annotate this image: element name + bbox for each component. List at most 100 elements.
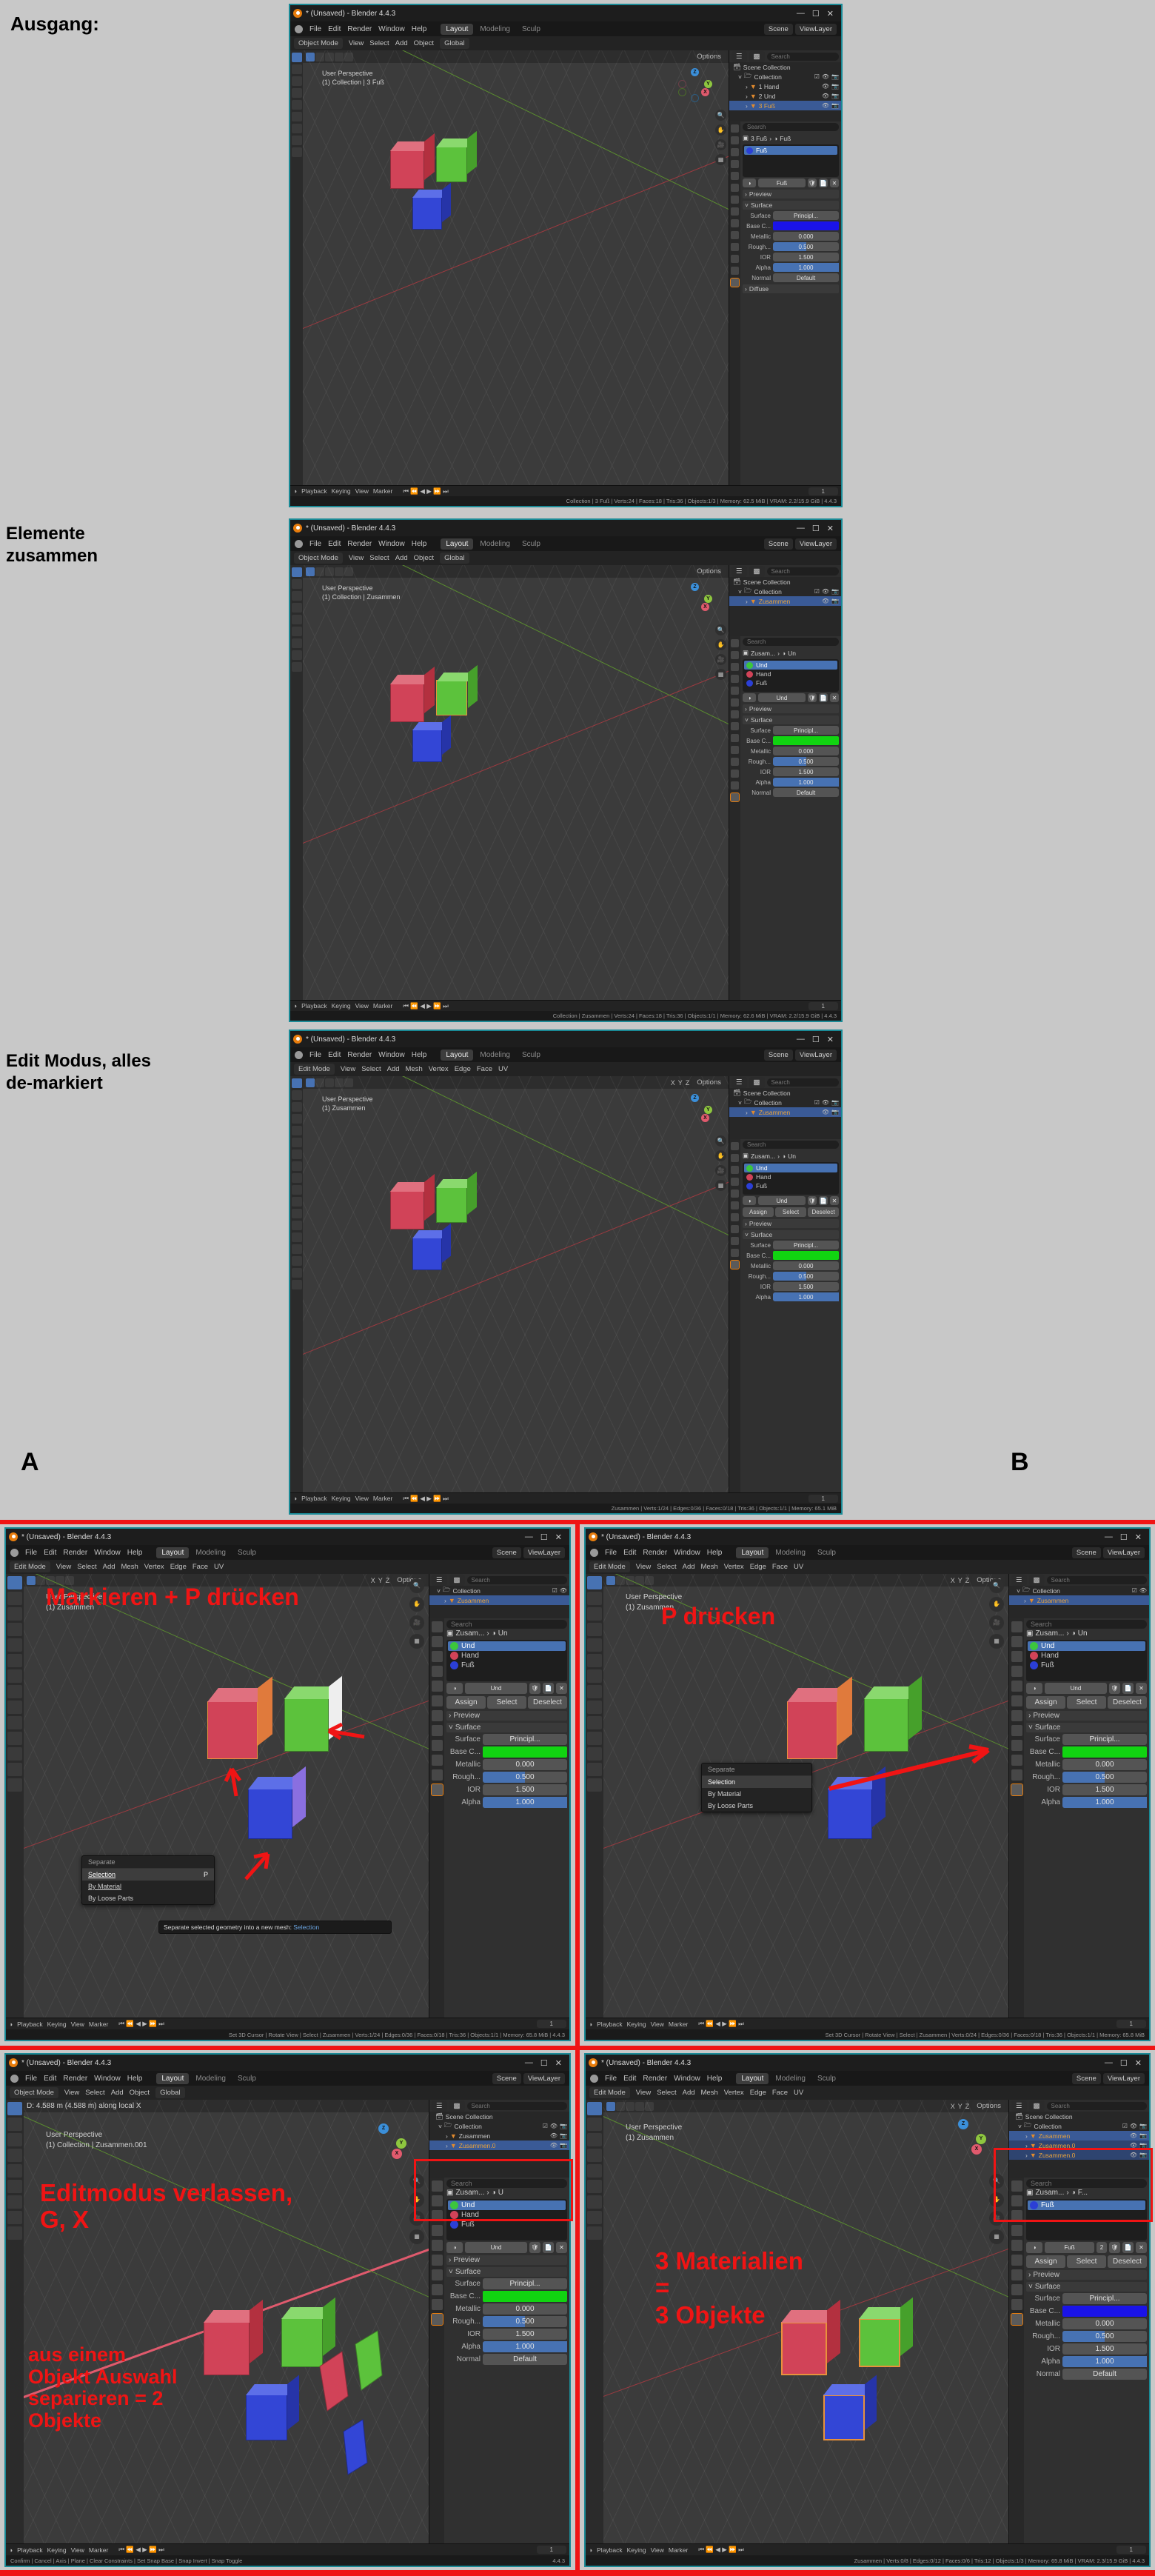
current-frame-field[interactable]: 1 [536, 2020, 566, 2028]
menu-mesh[interactable]: Mesh [121, 1563, 138, 1571]
menu-file[interactable]: File [25, 1548, 38, 1557]
surface-shader-value[interactable]: Principl... [483, 1734, 567, 1745]
tab-modifier-icon[interactable] [1011, 1740, 1022, 1751]
normal-row[interactable]: Normal Default [743, 273, 839, 282]
select-mode-extend-icon[interactable] [315, 52, 324, 61]
axis-x-toggle[interactable]: X [951, 2103, 955, 2110]
viewport-toolbar-1[interactable] [290, 50, 303, 488]
tab-modeling[interactable]: Modeling [480, 539, 510, 548]
outliner-header-b[interactable]: ☰ ▩ Search [1009, 1574, 1149, 1586]
tab-output-icon[interactable] [731, 1166, 739, 1174]
material-slot-list-1[interactable]: Fuß [743, 144, 839, 177]
roughness-value[interactable]: 0.500 [773, 757, 839, 766]
outliner-item-zusammen[interactable]: › ▼ Zusammen 👁 📷 [729, 1107, 841, 1117]
material-slot[interactable]: Fuß [744, 146, 837, 155]
pan-hand-icon[interactable]: ✋ [715, 1150, 726, 1161]
menu-vertex[interactable]: Vertex [723, 2089, 744, 2097]
outliner-display-mode-icon[interactable]: ☰ [1011, 1574, 1027, 1586]
tab-viewlayer-icon[interactable] [731, 1178, 739, 1186]
viewport-a[interactable]: X Y Z Options User Perspective (1) Zusam… [24, 1574, 429, 2022]
surface-shader-value[interactable]: Principl... [773, 211, 839, 220]
roughness-row[interactable]: Rough... 0.500 [743, 1272, 839, 1281]
eye-icon[interactable]: 👁 [821, 598, 830, 604]
tool-add-cube-icon[interactable] [291, 662, 302, 672]
tab-layout[interactable]: Layout [736, 2072, 769, 2084]
tab-world-icon[interactable] [1011, 2255, 1022, 2266]
base-color-swatch[interactable] [773, 1251, 839, 1260]
roughness-row[interactable]: Rough... 0.500 [446, 2316, 567, 2327]
timeline-playback-menu[interactable]: Playback [301, 1002, 327, 1010]
select-mode-set-icon[interactable] [606, 2101, 615, 2111]
surface-section-c[interactable]: ˅ Surface [446, 2267, 567, 2277]
material-browse-icon[interactable]: ◑ [446, 1683, 463, 1694]
viewport-options-button[interactable]: Options [692, 51, 726, 62]
gizmo-y-icon[interactable]: Y [704, 595, 712, 603]
gizmo-z-icon[interactable]: Z [691, 1094, 699, 1102]
alpha-row[interactable]: Alpha 1.000 [446, 1797, 567, 1808]
outliner-item-zusammen-0[interactable]: › ▼ Zusammen.0 👁 📷 [429, 2140, 569, 2150]
menu-face[interactable]: Face [476, 1065, 492, 1073]
preview-section-a[interactable]: › Preview [446, 1711, 567, 1721]
tool-rip-icon[interactable] [291, 1280, 302, 1289]
menu-view[interactable]: View [635, 2089, 652, 2097]
tab-layout[interactable]: Layout [156, 1546, 190, 1558]
outliner-collection[interactable]: ˅ 🗁 Collection ☑ 👁 📷 [729, 587, 841, 596]
render-camera-icon[interactable]: 📷 [831, 102, 839, 109]
timeline-view-menu[interactable]: View [355, 487, 369, 495]
roughness-value[interactable]: 0.500 [1062, 1772, 1147, 1783]
axis-x-toggle[interactable]: X [671, 1079, 675, 1087]
tool-move-icon[interactable] [587, 2133, 602, 2146]
outliner-header-a[interactable]: ☰ ▩ Search [429, 1574, 569, 1586]
mode-selector[interactable]: Edit Mode [589, 1561, 630, 1572]
metallic-value[interactable]: 0.000 [483, 2303, 567, 2315]
material-name-field[interactable]: Und [758, 1196, 806, 1205]
tab-world-icon[interactable] [431, 1695, 443, 1706]
tool-add-cube-icon[interactable] [7, 2226, 22, 2240]
tab-modifier-icon[interactable] [431, 1740, 443, 1751]
timeline-playback-menu[interactable]: Playback [597, 2546, 623, 2554]
assign-button[interactable]: Assign [743, 1207, 774, 1217]
tab-modeling[interactable]: Modeling [775, 2074, 806, 2083]
select-button[interactable]: Select [775, 1207, 806, 1217]
material-browse-icon[interactable]: ◑ [743, 178, 756, 187]
tool-extrude-icon[interactable] [291, 1173, 302, 1183]
mode-selector[interactable]: Edit Mode [589, 2087, 630, 2098]
outliner-header-c[interactable]: ☰ ▩ Search [429, 2100, 569, 2112]
tab-render-icon[interactable] [731, 1154, 739, 1162]
unlink-x-icon[interactable]: ✕ [556, 1683, 567, 1694]
timeline-playback-menu[interactable]: Playback [301, 1495, 327, 1502]
navigation-gizmo-3[interactable]: Z Y X [678, 1094, 712, 1128]
gizmo-x-icon[interactable]: X [701, 88, 709, 96]
normal-row[interactable]: Normal Default [1026, 2369, 1147, 2380]
metallic-row[interactable]: Metallic 0.000 [1026, 2318, 1147, 2329]
metallic-row[interactable]: Metallic 0.000 [743, 1261, 839, 1270]
duplicate-icon[interactable]: 📄 [543, 2242, 554, 2253]
tab-render-icon[interactable] [731, 136, 739, 144]
tool-move-icon[interactable] [291, 1102, 302, 1112]
menubar-b[interactable]: File Edit Render Window Help Layout Mode… [586, 1545, 1149, 1560]
menu-help[interactable]: Help [706, 1548, 723, 1557]
viewport-options-button[interactable]: Options [692, 1077, 726, 1088]
close-button[interactable]: ✕ [826, 1035, 834, 1044]
tab-viewlayer-icon[interactable] [431, 1666, 443, 1677]
normal-value[interactable]: Default [1062, 2369, 1147, 2380]
material-browse-icon[interactable]: ◑ [743, 693, 756, 702]
viewport-options-button[interactable]: Options [692, 566, 726, 577]
axis-y-toggle[interactable]: Y [958, 2103, 962, 2110]
tab-render-icon[interactable] [1011, 1636, 1022, 1647]
outliner-item-1-hand[interactable]: › ▼ 1 Hand 👁 📷 [729, 81, 841, 91]
tool-rotate-icon[interactable] [7, 1623, 22, 1636]
viewport-nav-tools-a[interactable]: 🔍 ✋ 🎥 ▦ [409, 1578, 424, 1649]
mode-selector[interactable]: Object Mode [294, 553, 343, 564]
outliner-collection[interactable]: ˅ 🗁 Collection ☑ 👁 📷 [1009, 2121, 1149, 2131]
toolrow-3[interactable]: Edit Mode View Select Add Mesh Vertex Ed… [290, 1062, 841, 1076]
render-camera-icon[interactable]: 📷 [1139, 2123, 1147, 2129]
menu-edit[interactable]: Edit [328, 24, 341, 33]
tab-tool-icon[interactable] [1011, 2180, 1022, 2192]
tool-spin-icon[interactable] [291, 1244, 302, 1254]
fake-user-shield-icon[interactable]: 🛡 [1109, 1683, 1120, 1694]
material-slot-list-c[interactable]: Und Hand Fuß [446, 2199, 567, 2240]
checkbox-icon[interactable]: ☑ [542, 2123, 548, 2129]
normal-value[interactable]: Default [773, 273, 839, 282]
pan-hand-icon[interactable]: ✋ [989, 2192, 1004, 2207]
